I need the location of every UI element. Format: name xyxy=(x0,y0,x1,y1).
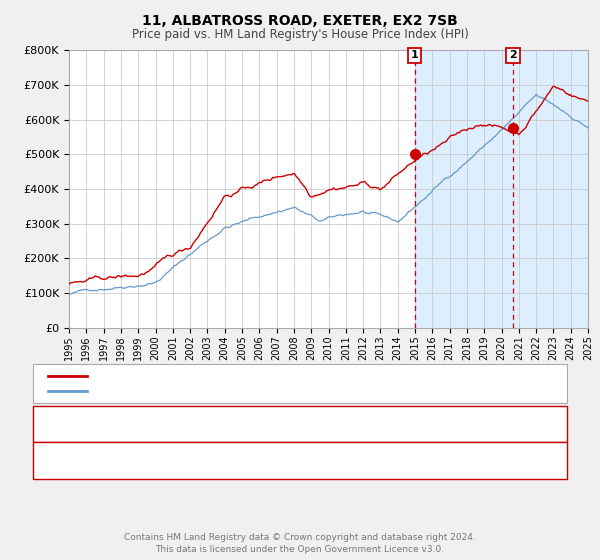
Text: 30% ↑ HPI: 30% ↑ HPI xyxy=(397,419,455,429)
Text: 1: 1 xyxy=(52,419,59,429)
Text: £575,000: £575,000 xyxy=(262,456,314,465)
Text: 11, ALBATROSS ROAD, EXETER, EX2 7SB: 11, ALBATROSS ROAD, EXETER, EX2 7SB xyxy=(142,14,458,28)
Text: Price paid vs. HM Land Registry's House Price Index (HPI): Price paid vs. HM Land Registry's House … xyxy=(131,28,469,41)
Bar xyxy=(415,50,588,328)
Text: HPI: Average price, detached house, Exeter: HPI: Average price, detached house, Exet… xyxy=(93,386,335,396)
Text: 25% ↑ HPI: 25% ↑ HPI xyxy=(396,456,456,465)
Text: 11, ALBATROSS ROAD, EXETER, EX2 7SB (detached house): 11, ALBATROSS ROAD, EXETER, EX2 7SB (det… xyxy=(93,371,422,381)
Text: 29-DEC-2014: 29-DEC-2014 xyxy=(107,419,181,429)
Text: 1: 1 xyxy=(411,50,419,60)
Text: 28-AUG-2020: 28-AUG-2020 xyxy=(107,456,181,465)
Text: Contains HM Land Registry data © Crown copyright and database right 2024.
This d: Contains HM Land Registry data © Crown c… xyxy=(124,533,476,554)
Text: 2: 2 xyxy=(52,456,59,465)
Text: £500,000: £500,000 xyxy=(262,419,314,429)
Text: 2: 2 xyxy=(509,50,517,60)
